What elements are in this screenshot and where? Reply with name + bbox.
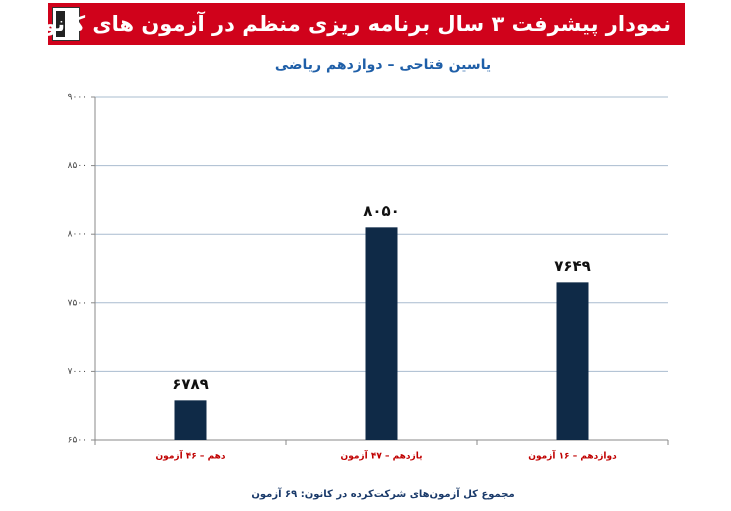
x-tick-label: دوازدهم – ۱۶ آزمون: [528, 450, 617, 462]
chart-title: نمودار پیشرفت ۳ سال برنامه ریزی منظم در …: [25, 12, 671, 36]
value-label: ۷۶۴۹: [554, 257, 591, 275]
logo: [52, 7, 80, 41]
x-tick-label: یازدهم – ۴۷ آزمون: [341, 450, 423, 462]
value-label: ۸۰۵۰: [363, 202, 400, 220]
title-banner: نمودار پیشرفت ۳ سال برنامه ریزی منظم در …: [26, 3, 685, 45]
y-tick-label: ۷۵۰۰: [68, 298, 87, 308]
value-label: ۶۷۸۹: [172, 375, 209, 393]
y-tick-label: ۸۰۰۰: [68, 230, 87, 240]
x-tick-label: دهم – ۴۶ آزمون: [156, 450, 226, 462]
y-tick-label: ۶۵۰۰: [68, 436, 87, 446]
bar: [174, 400, 207, 440]
y-tick-label: ۷۰۰۰: [68, 367, 87, 377]
bar: [365, 227, 398, 440]
chart-subtitle: یاسین فتاحی – دوازدهم ریاضی: [275, 57, 491, 73]
bar: [556, 282, 589, 440]
footer-note: مجموع کل آزمون‌های شرکت‌کرده در کانون: ۶…: [251, 487, 514, 500]
y-tick-label: ۸۵۰۰: [68, 161, 87, 171]
y-tick-label: ۹۰۰۰: [68, 93, 87, 103]
